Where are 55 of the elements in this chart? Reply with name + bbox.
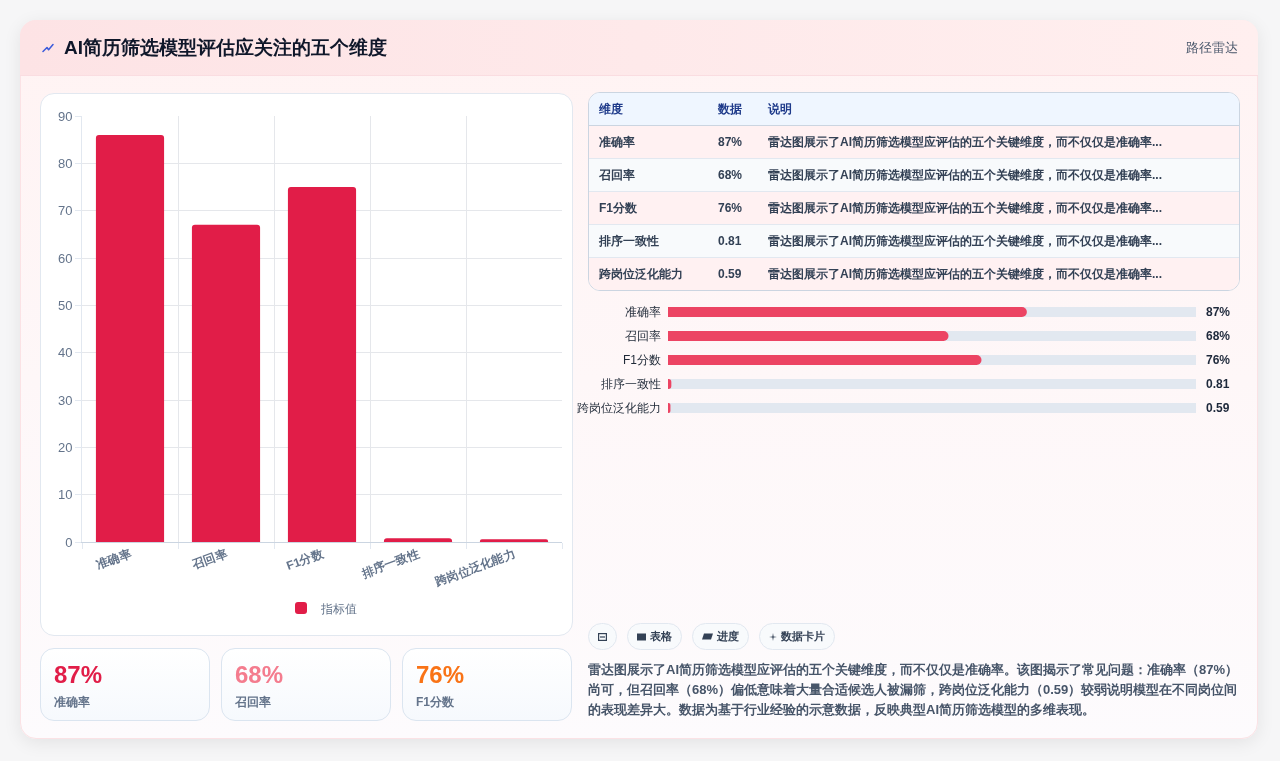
category-label: 说明 xyxy=(768,93,1239,126)
text: 雷达图展示了AI简历筛选模型应评估的五个关键维度，而不仅仅是准确率。该图揭示了常见问题：准确率（87%）尚可，但召回率（68%）偏低意味着大量合适候选人被漏筛，跨岗位泛化能力（0.59）较弱说明模型在不同岗位间的表现差异大。数据为基于行业经验的示意数据，反映典型AI简历筛选模型的多维表现。 xyxy=(588,661,1240,719)
text: AI简历筛选模型评估应关注的五个维度 xyxy=(64,36,387,60)
x-tick-label: 排序一致性 xyxy=(358,546,422,581)
x-tick-label: 召回率 xyxy=(189,546,230,573)
bar xyxy=(287,187,357,542)
y-tick-label: 召回率 xyxy=(625,329,661,344)
text: 68% xyxy=(718,168,743,182)
y-tick-label: 50 xyxy=(57,297,73,313)
bar xyxy=(95,134,165,542)
data-label: 87% xyxy=(1206,305,1231,319)
y-tick-label: 90 xyxy=(57,108,73,124)
bar xyxy=(479,539,549,542)
text: 87% xyxy=(54,661,103,688)
text: 雷达图展示了AI简历筛选模型应评估的五个关键维度，而不仅仅是准确率... xyxy=(768,233,1163,248)
y-tick-label: 排序一致性 xyxy=(601,377,661,392)
category-label: 进度 xyxy=(717,629,739,644)
text: 68% xyxy=(235,661,284,688)
y-tick-label: 20 xyxy=(57,439,73,455)
category-label: 维度 xyxy=(589,93,718,126)
text: 雷达图展示了AI简历筛选模型应评估的五个关键维度，而不仅仅是准确率... xyxy=(768,266,1163,281)
text: 0.59 xyxy=(718,267,742,281)
text: 76% xyxy=(718,201,743,215)
category-label: 召回率 xyxy=(235,694,271,711)
category-label: 表格 xyxy=(650,629,672,644)
text: 雷达图展示了AI简历筛选模型应评估的五个关键维度，而不仅仅是准确率... xyxy=(768,200,1163,215)
x-tick-label: 准确率 xyxy=(94,546,134,573)
data-label: 0.81 xyxy=(1206,377,1230,391)
x-tick-label: F1分数 xyxy=(284,546,327,573)
y-tick-label: 准确率 xyxy=(625,305,661,320)
category-label: 数据卡片 xyxy=(781,629,825,644)
text: 路径雷达 xyxy=(1186,39,1238,57)
text: 0.81 xyxy=(718,234,742,248)
text: 雷达图展示了AI简历筛选模型应评估的五个关键维度，而不仅仅是准确率... xyxy=(768,134,1163,149)
y-tick-label: 跨岗位泛化能力 xyxy=(577,401,661,416)
y-tick-label: F1分数 xyxy=(622,353,661,368)
legend-label: 指标值 xyxy=(320,601,357,616)
y-tick-label: 40 xyxy=(57,345,73,361)
bar xyxy=(383,538,453,542)
text: 76% xyxy=(416,661,465,688)
y-tick-label: 30 xyxy=(57,392,73,408)
data-label: 68% xyxy=(1206,329,1231,343)
y-tick-label: 70 xyxy=(57,203,73,219)
y-tick-label: 80 xyxy=(57,155,73,171)
y-tick-label: 60 xyxy=(57,250,73,266)
data-label: 76% xyxy=(1206,353,1231,367)
category-label: F1分数 xyxy=(416,694,455,711)
text: 87% xyxy=(718,135,743,149)
y-tick-label: 0 xyxy=(65,534,73,550)
x-tick-label: 跨岗位泛化能力 xyxy=(432,546,518,589)
bar xyxy=(191,224,261,542)
data-label: 0.59 xyxy=(1206,401,1230,415)
text: 雷达图展示了AI简历筛选模型应评估的五个关键维度，而不仅仅是准确率... xyxy=(768,167,1163,182)
category-label: 数据 xyxy=(718,93,768,126)
y-tick-label: 10 xyxy=(57,487,73,503)
